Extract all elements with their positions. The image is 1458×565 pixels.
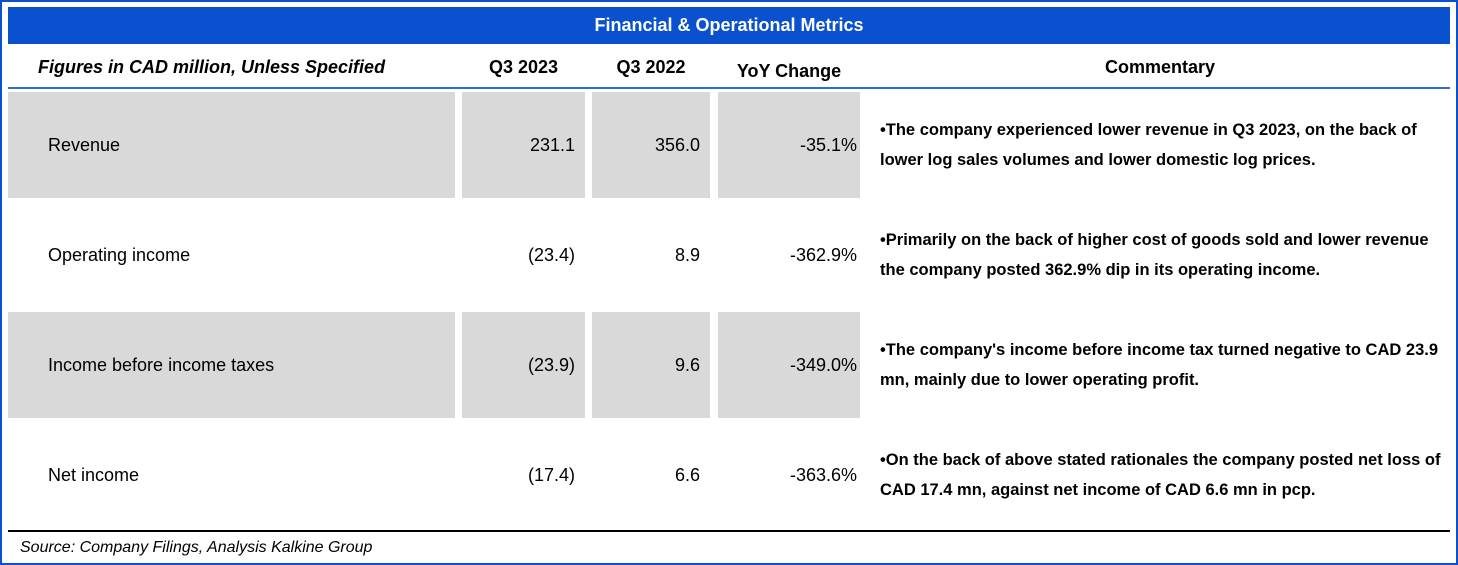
metric-label: Revenue	[8, 92, 455, 198]
yoy-change-value: -362.9%	[789, 244, 857, 265]
metric-label: Operating income	[48, 244, 191, 265]
header-q3-2022: Q3 2022	[616, 56, 686, 77]
q3-2022-value: 9.6	[592, 312, 710, 418]
header-figures-label: Figures in CAD million, Unless Specified	[38, 56, 386, 77]
header-yoy-change: YoY Change	[736, 61, 842, 81]
table-row-income-before-taxes: Income before income taxes (23.9) 9.6 -3…	[8, 310, 1450, 420]
yoy-change-value: -35.1%	[718, 92, 860, 198]
q3-2023-value: 231.1	[462, 92, 585, 198]
q3-2022-value: 8.9	[674, 244, 700, 265]
table-body: Revenue 231.1 356.0 -35.1% •The company …	[8, 90, 1450, 530]
commentary-text: •Primarily on the back of higher cost of…	[870, 202, 1450, 308]
table-row-operating-income: Operating income (23.4) 8.9 -362.9% •Pri…	[8, 200, 1450, 310]
metric-label: Net income	[48, 464, 140, 485]
q3-2022-value: 356.0	[592, 92, 710, 198]
table-header-row: Figures in CAD million, Unless Specified…	[8, 47, 1450, 87]
commentary-text: •The company experienced lower revenue i…	[870, 92, 1450, 198]
commentary-text: •The company's income before income tax …	[870, 312, 1450, 418]
panel-title: Financial & Operational Metrics	[8, 7, 1450, 44]
yoy-change-value: -363.6%	[789, 464, 857, 485]
header-commentary: Commentary	[1104, 56, 1216, 77]
yoy-change-value: -349.0%	[718, 312, 860, 418]
commentary-text: •On the back of above stated rationales …	[870, 422, 1450, 528]
footer-divider	[8, 530, 1450, 532]
header-divider	[8, 87, 1450, 89]
q3-2023-value: (17.4)	[527, 464, 575, 485]
table-row-net-income: Net income (17.4) 6.6 -363.6% •On the ba…	[8, 420, 1450, 530]
table-row-revenue: Revenue 231.1 356.0 -35.1% •The company …	[8, 90, 1450, 200]
q3-2023-value: (23.9)	[462, 312, 585, 418]
header-q3-2023: Q3 2023	[488, 56, 559, 77]
metric-label: Income before income taxes	[8, 312, 455, 418]
q3-2022-value: 6.6	[674, 464, 700, 485]
source-note: Source: Company Filings, Analysis Kalkin…	[20, 539, 373, 556]
q3-2023-value: (23.4)	[527, 244, 575, 265]
